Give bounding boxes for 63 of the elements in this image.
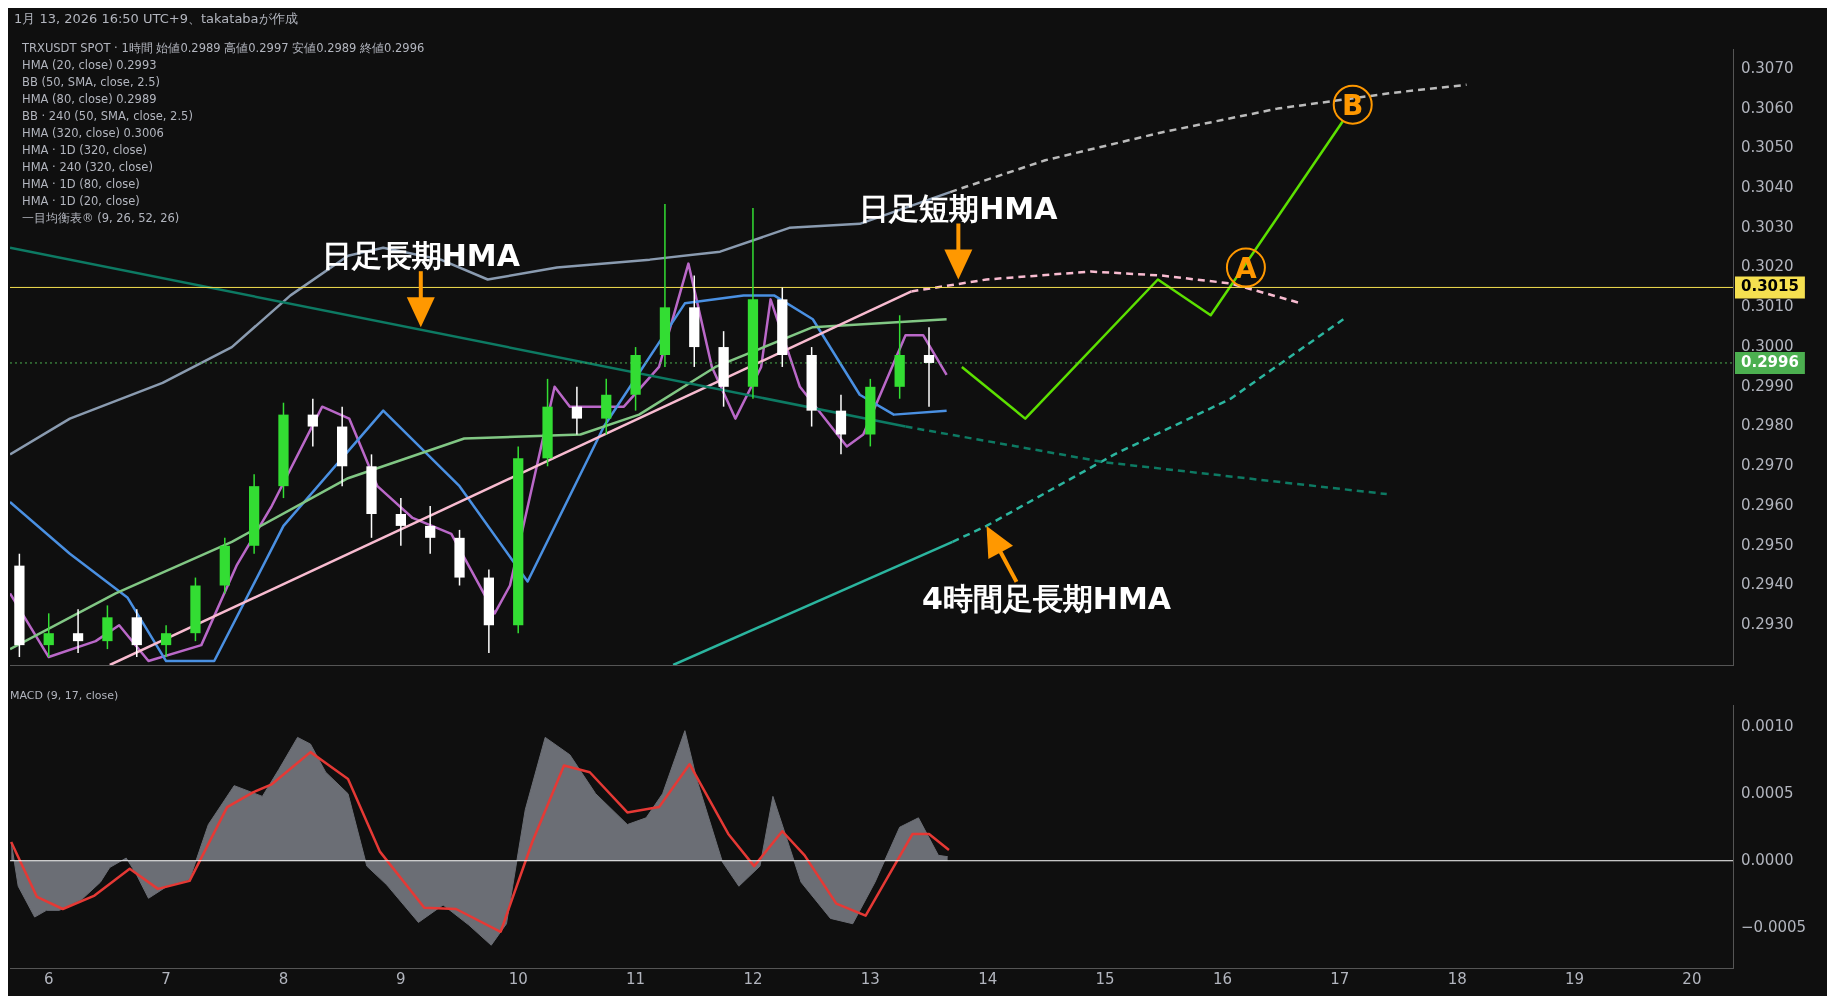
ref-line-label: 0.3015	[1741, 277, 1799, 296]
annotation: BB · 240 (50, SMA, close, 2.5)	[22, 108, 194, 125]
y-tick-label: 0.2930	[1741, 615, 1794, 634]
candlestick	[571, 386, 583, 436]
y-tick-label: 0.3020	[1741, 257, 1794, 276]
candlestick	[923, 326, 935, 408]
y-tick-label: −0.0005	[1741, 917, 1807, 936]
y-tick-label: 0.2940	[1741, 575, 1794, 594]
candlestick	[160, 624, 172, 658]
x-tick-label: 19	[1565, 969, 1585, 988]
x-tick-label: 15	[1095, 969, 1115, 988]
candlestick	[601, 378, 612, 436]
annotation: HMA (320, close) 0.3006	[22, 125, 165, 142]
y-tick-label: 0.3010	[1741, 297, 1794, 316]
y-tick-label: 0.3070	[1741, 58, 1794, 77]
candlestick	[835, 394, 847, 456]
x-tick-label: 6	[43, 969, 54, 988]
y-tick-label: 0.3030	[1741, 217, 1794, 236]
y-tick-label: 0.2950	[1741, 535, 1794, 554]
x-tick-label: 7	[161, 969, 171, 988]
x-tick-label: 18	[1447, 969, 1467, 988]
line-series	[948, 83, 1468, 194]
annotation: TRXUSDT SPOT · 1時間 始値0.2989 高値0.2997 安値0.2989 終値0.2996	[22, 40, 425, 57]
candlestick	[395, 497, 406, 547]
candlestick	[102, 604, 113, 650]
y-tick-label: 0.0000	[1741, 850, 1794, 869]
x-tick-label: 10	[508, 969, 528, 988]
y-tick-label: 0.2990	[1741, 376, 1794, 395]
y-tick-label: 0.3040	[1741, 177, 1794, 196]
chart-subtitle: 1月 13, 2026 16:50 UTC+9、takatabaが作成	[13, 10, 299, 28]
annotation: HMA (80, close) 0.2989	[22, 91, 158, 108]
x-tick-label: 20	[1682, 969, 1702, 988]
x-tick-label: 13	[860, 969, 880, 988]
annotation: HMA · 1D (20, close)	[22, 193, 141, 210]
y-tick-label: 0.3000	[1741, 336, 1794, 355]
y-tick-label: 0.3060	[1741, 98, 1794, 117]
candlestick	[307, 397, 318, 448]
y-tick-label: 0.0005	[1741, 783, 1794, 802]
candlestick	[425, 505, 436, 555]
y-tick-label: 0.3050	[1741, 138, 1794, 157]
x-tick-label: 16	[1212, 969, 1232, 988]
annotation: HMA · 240 (320, close)	[22, 159, 154, 176]
annotation: HMA · 1D (320, close)	[22, 142, 149, 159]
annotation: HMA (20, close) 0.2993	[22, 57, 158, 74]
x-tick-label: 12	[743, 969, 763, 988]
annotation: 4時間足長期HMA	[921, 580, 1172, 616]
x-tick-label: 9	[396, 969, 406, 988]
annotation: HMA · 1D (80, close)	[22, 176, 141, 193]
x-tick-label: 11	[626, 969, 646, 988]
annotation: B	[1342, 88, 1364, 122]
chart-title: MACD (9, 17, close)	[10, 689, 119, 703]
y-tick-label: 0.2970	[1741, 456, 1794, 475]
y-tick-label: 0.2960	[1741, 495, 1794, 514]
y-tick-label: 0.2980	[1741, 416, 1794, 435]
x-tick-label: 14	[978, 969, 998, 988]
annotation: BB (50, SMA, close, 2.5)	[22, 74, 161, 91]
candlestick	[43, 612, 54, 658]
annotation: 一目均衡表® (9, 26, 52, 26)	[22, 210, 181, 227]
x-tick-label: 8	[278, 969, 289, 988]
candlestick	[72, 608, 84, 654]
y-tick-label: 0.0010	[1741, 716, 1794, 735]
x-tick-label: 17	[1330, 969, 1350, 988]
ref-line-label: 0.2996	[1741, 352, 1799, 371]
